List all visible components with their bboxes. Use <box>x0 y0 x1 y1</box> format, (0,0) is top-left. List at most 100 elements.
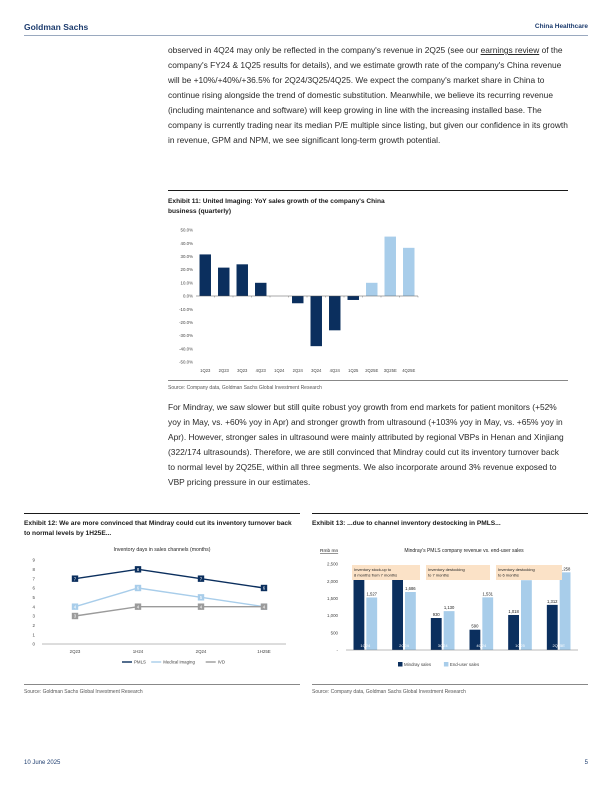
bar-2Q23 <box>218 267 230 296</box>
earnings-review-link[interactable]: earnings review <box>480 45 540 55</box>
bar-2Q24-mindray-sales <box>392 574 403 650</box>
bar-3Q24-mindray-sales <box>430 618 442 650</box>
bar-3Q24-end-user-sales <box>443 611 455 650</box>
y-tick-label: 20.0% <box>181 267 194 272</box>
data-label: 6 <box>263 586 266 591</box>
data-label: 4 <box>137 604 140 609</box>
annotation-box <box>352 565 420 580</box>
exhibit-13-source: Source: Company data, Goldman Sachs Glob… <box>312 689 466 695</box>
paragraph-1-pre: observed in 4Q24 may only be reflected i… <box>168 45 481 55</box>
data-marker <box>197 594 205 601</box>
y-tick-label: 7 <box>33 576 36 581</box>
data-marker <box>260 603 268 610</box>
y-tick-label: 9 <box>33 558 36 563</box>
y-tick-label: 1,000 <box>327 613 339 618</box>
bar-1Q24-mindray-sales <box>353 578 365 650</box>
chart-title: Mindray's PMLS company revenue vs. end-u… <box>404 548 524 554</box>
y-tick-label: -10.0% <box>179 307 193 312</box>
bar-2Q25E <box>366 282 378 296</box>
x-tick-label: 2Q24 <box>196 649 207 654</box>
x-tick-label: 1Q25 <box>348 368 359 373</box>
legend-label: End-user sales <box>450 662 480 667</box>
data-label: 4 <box>74 604 77 609</box>
x-tick-label: 2Q23 <box>219 368 230 373</box>
data-marker <box>134 584 142 592</box>
y-tick-label: 1 <box>33 632 36 637</box>
x-tick-label: 3Q25E <box>384 368 397 373</box>
x-tick-label: 1H25E <box>257 649 270 654</box>
x-tick-label: 1Q24 <box>274 368 285 373</box>
exhibit-11-source: Source: Company data, Goldman Sachs Glob… <box>168 385 322 391</box>
data-marker <box>134 603 142 610</box>
category-label: 4Q24 <box>476 643 487 648</box>
x-tick-label: 3Q23 <box>237 368 248 373</box>
unit-label: Rmb mn <box>320 548 338 554</box>
data-label: 930 <box>433 612 441 617</box>
data-label: 6 <box>137 586 140 591</box>
exhibit-13-title: Exhibit 13: ...due to channel inventory … <box>312 520 501 527</box>
paragraph-2: For Mindray, we saw slower but still qui… <box>168 402 564 487</box>
exhibit-11-title: Exhibit 11: United Imaging: YoY sales gr… <box>168 198 385 215</box>
paragraph-1: observed in 4Q24 may only be reflected i… <box>168 43 568 148</box>
exhibit-13-chart: Rmb mn Mindray's PMLS company revenue vs.… <box>320 548 578 667</box>
x-tick-label: 4Q24 <box>330 368 341 373</box>
x-tick-label: 2Q25E <box>365 368 378 373</box>
data-marker <box>134 566 142 573</box>
y-tick-label: 30.0% <box>181 254 194 259</box>
bar-2Q25E-mindray-sales <box>546 604 558 650</box>
y-tick-label: 2 <box>33 623 36 628</box>
annotation-box <box>426 565 490 580</box>
data-label: 7 <box>74 576 77 581</box>
bar-4Q25E <box>403 247 415 296</box>
legend-label: Medical imaging <box>163 660 195 665</box>
annotation-text: Inventory destocking <box>498 567 535 572</box>
data-marker <box>71 603 79 610</box>
data-label: 1,531 <box>483 591 494 596</box>
legend-swatch <box>398 662 403 667</box>
y-tick-label: 50.0% <box>181 228 194 233</box>
x-tick-label: 1H24 <box>133 649 144 654</box>
category-label: 1Q24 <box>360 643 371 648</box>
x-tick-label: 1Q23 <box>200 368 211 373</box>
bar-3Q23 <box>236 264 248 296</box>
bar-3Q25E <box>384 236 396 296</box>
annotation-text: Inventory destocking <box>428 567 465 572</box>
data-label: 7 <box>200 576 203 581</box>
series-line-ivd <box>74 605 264 617</box>
exhibit-11-bottom-rule <box>168 380 568 381</box>
bar-1Q25-end-user-sales <box>521 580 532 650</box>
data-label: 8 <box>137 567 140 572</box>
data-label: 2,258 <box>560 566 571 571</box>
category-label: 3Q24 <box>438 643 449 648</box>
legend-label: PMLS <box>134 660 146 665</box>
exhibit-12-chart: Inventory days in sales channels (months… <box>33 547 286 665</box>
data-label: 5 <box>200 595 203 600</box>
annotation-text: Inventory stock-up to <box>354 567 392 572</box>
data-label: 4 <box>200 604 203 609</box>
y-tick-label: -20.0% <box>179 320 193 325</box>
bar-2Q24-end-user-sales <box>405 592 416 650</box>
y-tick-label: -30.0% <box>179 333 193 338</box>
data-label: 4 <box>263 604 266 609</box>
annotation-text: to 6 months <box>498 573 519 578</box>
y-tick-label: 500 <box>331 630 339 635</box>
chart-title: Inventory days in sales channels (months… <box>114 547 211 553</box>
exhibit-13-top-rule <box>312 513 588 514</box>
data-marker <box>260 584 268 592</box>
annotation-box <box>496 565 562 580</box>
category-label: 2Q25E <box>552 643 565 648</box>
series-line-pmls <box>74 568 265 589</box>
exhibit-13-bottom-rule <box>312 684 588 685</box>
y-tick-label: 40.0% <box>181 241 194 246</box>
data-label: 590 <box>471 624 479 629</box>
series-line-medical-imaging <box>74 587 265 608</box>
y-tick-label: 5 <box>33 595 36 600</box>
y-tick-label: 3 <box>33 614 36 619</box>
page-number: 5 <box>584 760 588 766</box>
x-tick-label: 3Q24 <box>311 368 322 373</box>
exhibit-12-top-rule <box>24 513 300 514</box>
header-divider <box>24 35 588 36</box>
data-marker <box>197 603 205 610</box>
y-tick-label: 0 <box>33 642 36 647</box>
bar-1Q25-mindray-sales <box>508 614 519 650</box>
